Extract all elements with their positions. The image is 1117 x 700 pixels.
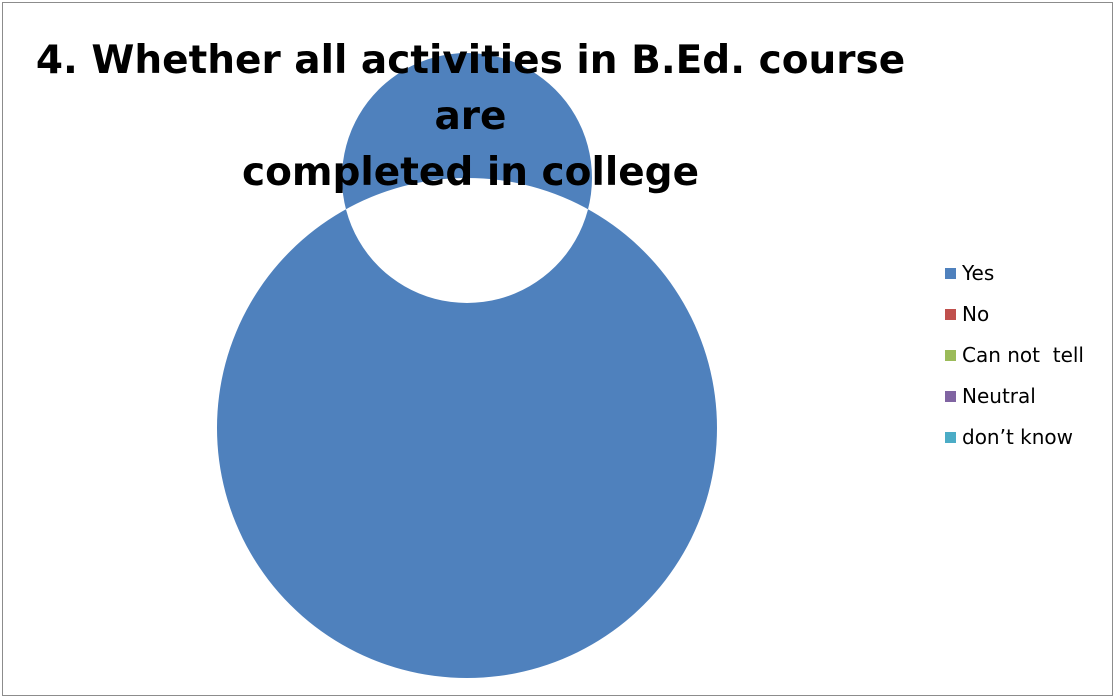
legend-swatch [945, 390, 956, 402]
legend-swatch [945, 308, 956, 320]
legend-label: don’t know [962, 425, 1074, 449]
chart-title-line-1: 4. Whether all activities in B.Ed. cours… [35, 38, 906, 139]
legend-item: don’t know [945, 425, 1084, 449]
donut-slice-yes [216, 53, 717, 679]
chart-title: 4. Whether all activities in B.Ed. cours… [3, 33, 938, 201]
legend-label: Can not tell [962, 343, 1084, 367]
chart-title-line-2: completed in college [241, 150, 700, 195]
legend-item: Neutral [945, 384, 1084, 408]
legend: Yes No Can not tell Neutral don’t know [945, 261, 1084, 466]
legend-item: No [945, 302, 1084, 326]
legend-swatch [945, 431, 956, 443]
legend-swatch [945, 267, 956, 279]
legend-item: Yes [945, 261, 1084, 285]
legend-label: No [962, 302, 990, 326]
legend-item: Can not tell [945, 343, 1084, 367]
legend-swatch [945, 349, 956, 361]
legend-label: Neutral [962, 384, 1036, 408]
donut-chart [216, 53, 717, 679]
legend-label: Yes [962, 261, 995, 285]
